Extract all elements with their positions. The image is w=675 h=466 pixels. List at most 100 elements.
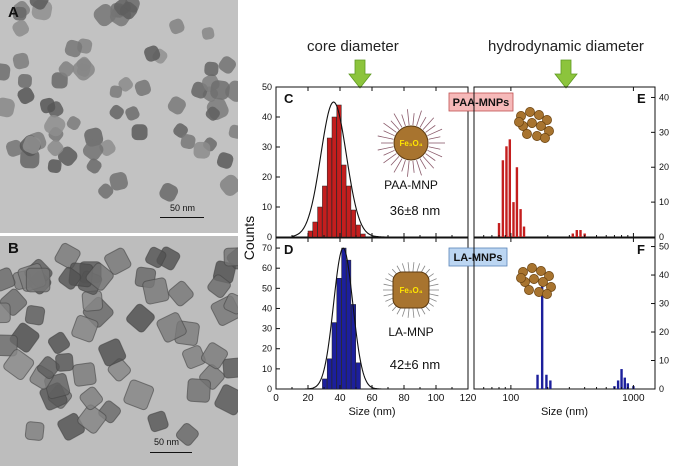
scale-bar-b [150, 452, 192, 453]
nanoparticle-shape [109, 85, 123, 98]
panel-letter: D [284, 242, 293, 257]
histogram-bar [545, 374, 548, 389]
nanoparticle-shape [131, 124, 148, 141]
y-tick-label: 40 [262, 112, 272, 122]
cluster-particle [544, 271, 554, 281]
cluster-particle [536, 266, 546, 276]
nanoparticle-shape [222, 357, 238, 379]
nanoparticle-shape [17, 73, 32, 88]
cluster-particle [518, 121, 528, 131]
core-diameter-header: core diameter [307, 38, 399, 55]
histogram-bar [312, 221, 318, 238]
x-tick-label: 60 [366, 393, 378, 404]
histogram-bar [322, 378, 328, 390]
nanoparticle-shape [36, 356, 60, 380]
histogram-bar [336, 104, 342, 238]
iron-oxide-core [393, 125, 429, 161]
nanoparticle-shape [180, 134, 196, 150]
histogram-bar [540, 280, 544, 389]
nanoparticle-shape [47, 139, 64, 157]
nanoparticle-shape [109, 104, 124, 120]
nanoparticle-shape [47, 331, 71, 355]
nanoparticle-shape [145, 246, 167, 269]
nanoparticle-shape [85, 262, 114, 291]
histogram-bar [632, 386, 635, 389]
nanoparticle-illustration: Fe₃O₄ [377, 109, 445, 177]
nanoparticle-shape [93, 4, 116, 27]
nanoparticle-shape [54, 242, 81, 270]
nanoparticle-shape [55, 352, 74, 372]
nanoparticle-shape [126, 303, 155, 333]
y-tick-label: 40 [659, 270, 669, 280]
x-axis-label: Size (nm) [348, 406, 395, 418]
ligand-chain [416, 306, 421, 317]
nanoparticle-shape [207, 274, 231, 299]
plot-frame [275, 237, 469, 390]
histogram-bar [326, 137, 332, 238]
histogram-bar [355, 362, 361, 390]
particle-cluster-illustration [514, 107, 554, 143]
y-tick-label: 60 [262, 263, 272, 273]
ligand-chain [407, 262, 410, 273]
nanoparticle-shape [24, 305, 46, 326]
nanoparticle-shape [204, 61, 219, 77]
y-tick-label: 50 [659, 242, 669, 252]
nanoparticle-shape [223, 292, 238, 315]
x-tick-label: 120 [460, 393, 477, 404]
y-tick-label: 30 [659, 127, 669, 137]
x-axis-label: Size (nm) [541, 406, 588, 418]
ligand-chain [388, 273, 397, 280]
ligand-chain [401, 114, 406, 127]
x-tick-label: 80 [398, 393, 410, 404]
sample-badge [448, 92, 514, 112]
x-tick-label: 40 [334, 393, 346, 404]
ligand-chain [383, 153, 397, 164]
histogram-bar [616, 380, 620, 389]
gaussian-fit-curve [292, 247, 388, 390]
ligand-chain [427, 149, 443, 158]
cluster-particle [532, 131, 542, 141]
nanoparticle-shape [205, 106, 220, 121]
cluster-particle [534, 287, 544, 297]
ligand-chain [425, 125, 436, 133]
histogram-bar [497, 223, 501, 237]
nanoparticle-shape [72, 58, 95, 81]
ligand-chain [425, 300, 434, 307]
cluster-particle [542, 115, 552, 125]
ligand-chain [425, 273, 434, 280]
core-formula: Fe₃O₄ [399, 139, 422, 148]
cluster-particle [518, 267, 528, 277]
nanoparticle-shape [173, 123, 188, 138]
y-tick-label: 40 [659, 92, 669, 102]
tem-image-a-graphic [0, 0, 238, 233]
ligand-chain [393, 113, 403, 128]
ligand-chain [401, 159, 406, 172]
nanoparticle-shape [0, 63, 11, 81]
cluster-particle [525, 107, 535, 117]
nanoparticle-shape [47, 159, 62, 174]
sample-badge-label: PAA-MNPs [453, 97, 510, 109]
ligand-chain [396, 305, 403, 315]
y-tick-label: 20 [659, 162, 669, 172]
histogram-bar [623, 377, 626, 389]
panel-letter: E [637, 91, 646, 106]
nanoparticle-shape [223, 247, 238, 267]
histogram-bar [579, 230, 582, 237]
core-arrow [348, 59, 372, 89]
ligand-chain [396, 265, 403, 275]
ligand-chain [390, 120, 400, 130]
nanoparticle-shape [79, 386, 104, 411]
ligand-chain [383, 283, 394, 287]
y-tick-label: 10 [262, 364, 272, 374]
nanoparticle-shape [86, 158, 102, 174]
cluster-particle [527, 263, 537, 273]
nanoparticle-shape [3, 349, 35, 381]
cluster-particle [542, 289, 552, 299]
cluster-particle [534, 110, 544, 120]
nanoparticle-shape [58, 266, 82, 290]
nanoparticle-shape [66, 116, 81, 131]
nanoparticle-shape [142, 277, 170, 305]
ligand-chain [407, 307, 410, 318]
nanoparticle-shape [72, 362, 97, 387]
ligand-chain [428, 146, 441, 150]
